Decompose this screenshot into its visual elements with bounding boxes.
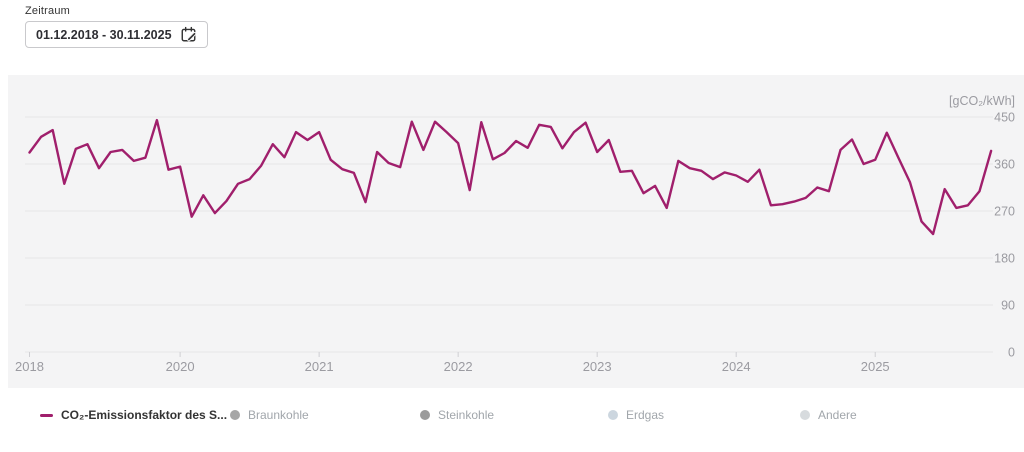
y-tick-label: 450 — [994, 111, 1015, 125]
x-tick-label: 2023 — [583, 359, 612, 374]
legend-item-erdgas[interactable]: Erdgas — [608, 405, 664, 425]
line-swatch-icon — [40, 413, 53, 417]
legend-label: Braunkohle — [248, 408, 309, 422]
date-range-picker[interactable]: 01.12.2018 - 30.11.2025 — [25, 21, 208, 48]
legend-item-braunkohle[interactable]: Braunkohle — [230, 405, 309, 425]
circle-swatch-icon — [230, 410, 240, 420]
legend-item-co2-emissionsfaktor[interactable]: CO₂-Emissionsfaktor des S... — [40, 405, 227, 425]
legend-label: Erdgas — [626, 408, 665, 422]
legend-label: Andere — [818, 408, 857, 422]
x-tick-label: 2021 — [305, 359, 334, 374]
y-axis-unit-label: [gCO₂/kWh] — [949, 94, 1015, 108]
x-tick-label: 2025 — [861, 359, 890, 374]
legend-label: CO₂-Emissionsfaktor des S... — [61, 408, 228, 422]
x-tick-label: 2024 — [722, 359, 751, 374]
legend-item-andere[interactable]: Andere — [800, 405, 857, 425]
legend-item-steinkohle[interactable]: Steinkohle — [420, 405, 494, 425]
y-tick-label: 0 — [1008, 346, 1015, 360]
zeitraum-label: Zeitraum — [25, 5, 70, 17]
calendar-edit-icon[interactable] — [180, 26, 197, 43]
y-tick-label: 90 — [1001, 299, 1015, 313]
series-line-co2-emissionsfaktor[interactable] — [28, 118, 993, 236]
chart-legend: CO₂-Emissionsfaktor des S... Braunkohle … — [0, 405, 1024, 425]
y-tick-label: 270 — [994, 205, 1015, 219]
chart-card: 450 360 270 180 90 0 [gCO₂/kWh] 2018 2020 2021 202… — [8, 75, 1024, 388]
date-range-value: 01.12.2018 - 30.11.2025 — [36, 27, 172, 42]
legend-label: Steinkohle — [438, 408, 495, 422]
circle-swatch-icon — [420, 410, 430, 420]
x-tick-label: 2022 — [444, 359, 473, 374]
x-tick-label: 2020 — [166, 359, 195, 374]
co2-emissions-line-chart[interactable]: 450 360 270 180 90 0 [gCO₂/kWh] 2018 2020 2021 202… — [8, 75, 1024, 388]
time-range-control: Zeitraum 01.12.2018 - 30.11.2025 — [25, 5, 208, 48]
y-tick-label: 180 — [994, 252, 1015, 266]
circle-swatch-icon — [800, 410, 810, 420]
x-tick-label: 2018 — [15, 359, 44, 374]
y-tick-label: 360 — [994, 158, 1015, 172]
circle-swatch-icon — [608, 410, 618, 420]
